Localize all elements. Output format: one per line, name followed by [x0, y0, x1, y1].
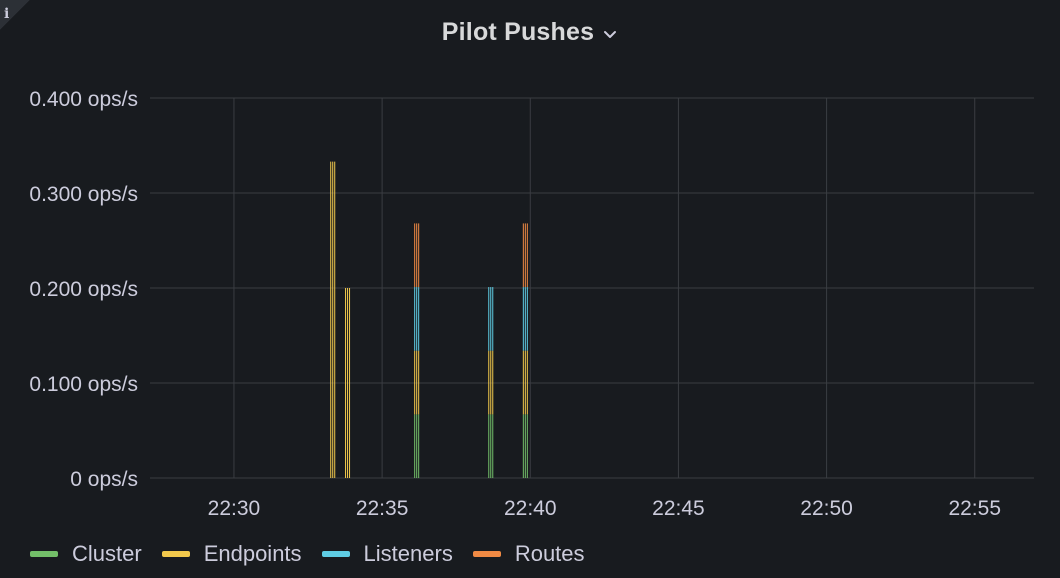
y-tick-label: 0 ops/s — [70, 468, 138, 491]
bar-segment-endpoints[interactable] — [522, 350, 528, 415]
y-tick-label: 0.300 ops/s — [29, 183, 138, 206]
y-axis-ticks: 0 ops/s 0.100 ops/s 0.200 ops/s 0.300 ops/s… — [29, 88, 138, 491]
bar-segment-endpoints[interactable] — [345, 288, 351, 478]
bar-segment-routes[interactable] — [522, 223, 528, 288]
bar-segment-cluster[interactable] — [522, 414, 528, 478]
chart-bars — [330, 161, 528, 478]
x-tick-label: 22:30 — [208, 497, 261, 520]
y-tick-label: 0.100 ops/s — [29, 373, 138, 396]
chevron-down-icon — [604, 31, 617, 38]
x-tick-label: 22:55 — [948, 497, 1001, 520]
legend-swatch — [161, 551, 190, 557]
legend-label: Cluster — [72, 541, 142, 566]
x-tick-label: 22:50 — [800, 497, 853, 520]
bar-segment-listeners[interactable] — [488, 287, 494, 351]
x-tick-label: 22:35 — [356, 497, 409, 520]
legend-label: Endpoints — [203, 541, 302, 566]
info-icon: i — [4, 6, 10, 22]
legend-item-cluster[interactable]: Cluster — [30, 541, 142, 567]
legend-swatch — [321, 551, 350, 557]
bar-segment-listeners[interactable] — [522, 287, 528, 351]
bar-segment-endpoints[interactable] — [414, 350, 420, 415]
bar-segment-listeners[interactable] — [414, 287, 420, 351]
legend-label: Listeners — [363, 541, 453, 566]
chart-grid — [150, 97, 1034, 479]
x-axis-ticks: 22:30 22:35 22:40 22:45 22:50 22:55 — [208, 497, 1001, 520]
legend-item-listeners[interactable]: Listeners — [321, 541, 453, 567]
y-tick-label: 0.400 ops/s — [29, 88, 138, 111]
legend-swatch — [472, 551, 501, 557]
bar-segment-endpoints[interactable] — [330, 161, 336, 478]
bar-segment-cluster[interactable] — [414, 414, 420, 478]
bar-segment-endpoints[interactable] — [488, 350, 494, 415]
bar-segment-routes[interactable] — [414, 223, 420, 288]
legend-item-endpoints[interactable]: Endpoints — [161, 541, 302, 567]
y-tick-label: 0.200 ops/s — [29, 278, 138, 301]
legend-swatch — [30, 551, 58, 557]
bar-segment-cluster[interactable] — [488, 414, 494, 478]
panel-info-corner[interactable]: i — [0, 0, 30, 30]
legend-item-routes[interactable]: Routes — [472, 541, 585, 567]
x-tick-label: 22:40 — [504, 497, 557, 520]
legend-label: Routes — [514, 541, 585, 566]
chart-legend: Cluster Endpoints Listeners Routes — [30, 538, 585, 570]
panel-title-menu[interactable]: Pilot Pushes — [442, 18, 618, 47]
x-tick-label: 22:45 — [652, 497, 705, 520]
panel-title: Pilot Pushes — [441, 17, 595, 46]
panel-header: Pilot Pushes — [0, 14, 1060, 50]
